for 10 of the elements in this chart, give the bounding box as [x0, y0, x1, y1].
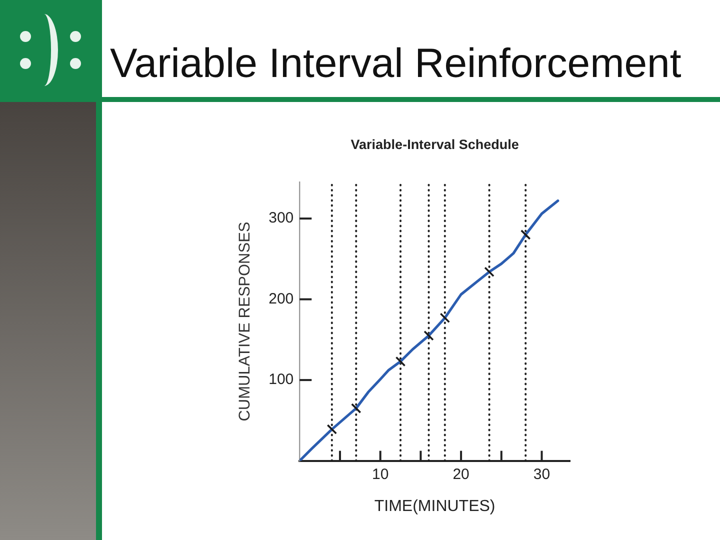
y-axis-title: CUMULATIVE RESPONSES: [236, 222, 254, 422]
y-tick-label: 100: [268, 371, 294, 388]
x-axis-title: TIME(MINUTES): [374, 498, 496, 515]
chart-title: Variable Interval Reinforcement: [110, 40, 682, 86]
y-tick-label: 200: [268, 290, 294, 308]
x-tick-label: 20: [452, 466, 470, 483]
y-tick-label: 300: [268, 210, 294, 227]
x-tick-label: 10: [372, 466, 389, 483]
x-tick-label: 30: [533, 466, 550, 483]
chart-subtitle: Variable-Interval Schedule: [350, 136, 520, 152]
